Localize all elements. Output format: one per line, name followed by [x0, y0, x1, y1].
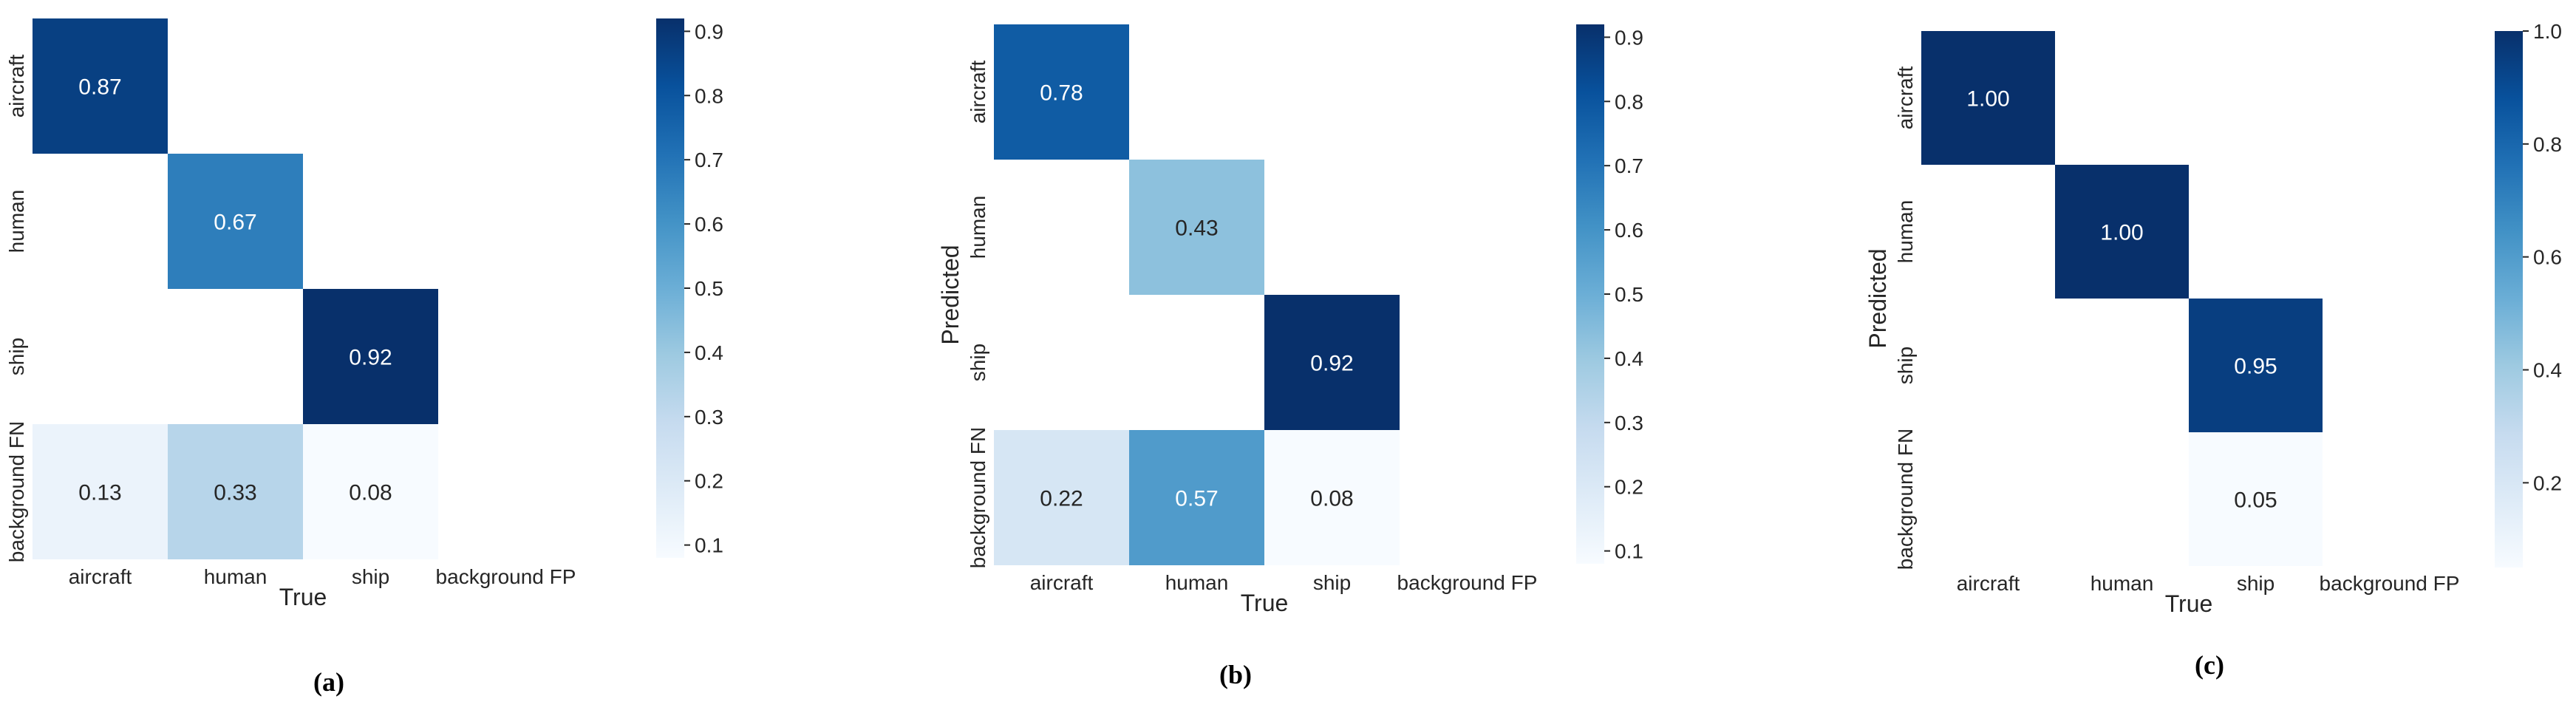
cell-value-label: 0.33	[214, 481, 256, 505]
colorbar-tick-label: 0.4	[1615, 347, 1643, 370]
colorbar	[1576, 24, 1604, 564]
y-axis-label: Predicted	[0, 239, 2, 338]
heatmap-cell	[994, 24, 1129, 160]
x-tick-label: background FP	[2320, 572, 2460, 595]
cell-value-label: 1.00	[2100, 221, 2143, 245]
x-axis-label: True	[279, 584, 327, 610]
cell-value-label: 0.92	[349, 346, 392, 370]
y-tick-label: aircraft	[1894, 66, 1917, 129]
cell-value-label: 0.87	[78, 75, 121, 100]
colorbar-tick-label: 0.2	[695, 470, 723, 493]
heatmap-cell	[33, 424, 168, 559]
heatmap-panel-2: 0.78 0.43 0.92 0.22 0.57 0.08 aircraft human shi…	[937, 24, 1643, 689]
x-tick-label: human	[1165, 571, 1229, 594]
y-tick-label: human	[5, 190, 28, 253]
colorbar-tick-label: 0.4	[2533, 359, 2562, 382]
colorbar-tick-label: 0.9	[695, 20, 723, 43]
colorbar-tick-label: 0.6	[2533, 246, 2562, 269]
cell-value-label: 0.13	[78, 481, 121, 505]
x-tick-label: ship	[2237, 572, 2275, 595]
colorbar-tick-label: 0.7	[695, 149, 723, 171]
colorbar-tick-label: 0.6	[695, 213, 723, 236]
colorbar-tick-label: 0.2	[1615, 476, 1643, 499]
panel-caption: (c)	[2195, 650, 2224, 680]
heatmap-cell	[303, 424, 438, 559]
x-tick-label: ship	[352, 565, 389, 588]
heatmap-cell	[168, 154, 303, 289]
cell-value-label: 0.57	[1175, 487, 1218, 511]
heatmap-panel-3: 1.00 1.00 0.95 0.05 aircraft human ship backgro…	[1864, 20, 2562, 680]
heatmap-cell	[2055, 165, 2189, 299]
cell-value-label: 0.08	[349, 481, 392, 505]
colorbar-tick-label: 0.3	[695, 406, 723, 429]
colorbar-tick-label: 0.8	[1615, 90, 1643, 113]
colorbar-tick-label: 0.7	[1615, 154, 1643, 177]
y-tick-label: aircraft	[967, 60, 989, 123]
colorbar-tick-label: 0.2	[2533, 471, 2562, 494]
y-tick-label: background FN	[5, 421, 28, 562]
heatmap-cell	[303, 289, 438, 424]
x-tick-label: human	[204, 565, 268, 588]
heatmap-cell	[2189, 299, 2323, 432]
heatmap-cell	[1921, 31, 2055, 165]
y-tick-label: ship	[1894, 347, 1917, 384]
cell-value-label: 0.95	[2234, 355, 2277, 379]
heatmap-cell	[994, 430, 1129, 565]
colorbar-tick-label: 0.6	[1615, 219, 1643, 242]
y-tick-label: ship	[5, 338, 28, 375]
colorbar-tick-label: 0.5	[1615, 283, 1643, 306]
x-axis-label: True	[2165, 590, 2213, 617]
y-axis-label: Predicted	[1864, 248, 1891, 348]
heatmap-cell	[1264, 295, 1400, 430]
heatmap-cell	[33, 18, 168, 154]
heatmap-cell	[1129, 430, 1264, 565]
x-tick-label: aircraft	[69, 565, 132, 588]
y-axis-label: Predicted	[937, 245, 964, 344]
x-tick-label: aircraft	[1957, 572, 2020, 595]
cell-value-label: 0.92	[1310, 352, 1353, 376]
cell-value-label: 0.08	[1310, 487, 1353, 511]
x-tick-label: ship	[1313, 571, 1351, 594]
colorbar-tick-label: 0.4	[695, 341, 723, 364]
panel-caption: (a)	[313, 667, 344, 697]
heatmap-cell	[1129, 160, 1264, 295]
x-tick-label: background FP	[436, 565, 576, 588]
y-tick-label: background FN	[967, 427, 989, 568]
y-tick-label: background FN	[1894, 429, 1917, 570]
y-tick-label: ship	[967, 344, 989, 381]
colorbar-tick-label: 0.8	[2533, 133, 2562, 156]
y-tick-label: aircraft	[5, 54, 28, 117]
heatmap-cell	[1264, 430, 1400, 565]
heatmap-cell	[2189, 432, 2323, 566]
colorbar	[656, 18, 684, 558]
colorbar	[2495, 31, 2523, 567]
colorbar-tick-label: 0.3	[1615, 412, 1643, 434]
colorbar-tick-label: 0.5	[695, 277, 723, 300]
y-tick-label: human	[1894, 200, 1917, 264]
cell-value-label: 0.22	[1040, 487, 1083, 511]
heatmap-panel-1: 0.87 0.67 0.92 0.13 0.33 0.08 aircraft human shi…	[0, 18, 723, 697]
x-tick-label: aircraft	[1030, 571, 1094, 594]
cell-value-label: 0.05	[2234, 488, 2277, 513]
colorbar-tick-label: 0.1	[1615, 540, 1643, 563]
y-tick-label: human	[967, 196, 989, 259]
colorbar-tick-label: 0.9	[1615, 26, 1643, 49]
cell-value-label: 1.00	[1966, 87, 2009, 112]
x-axis-label: True	[1241, 590, 1289, 616]
heatmap-cell	[168, 424, 303, 559]
cell-value-label: 0.78	[1040, 81, 1083, 106]
colorbar-tick-label: 0.8	[695, 84, 723, 107]
cell-value-label: 0.67	[214, 211, 256, 235]
colorbar-tick-label: 0.1	[695, 534, 723, 557]
x-tick-label: human	[2091, 572, 2154, 595]
x-tick-label: background FP	[1397, 571, 1538, 594]
panel-caption: (b)	[1219, 660, 1252, 689]
cell-value-label: 0.43	[1175, 216, 1218, 241]
colorbar-tick-label: 1.0	[2533, 20, 2562, 43]
